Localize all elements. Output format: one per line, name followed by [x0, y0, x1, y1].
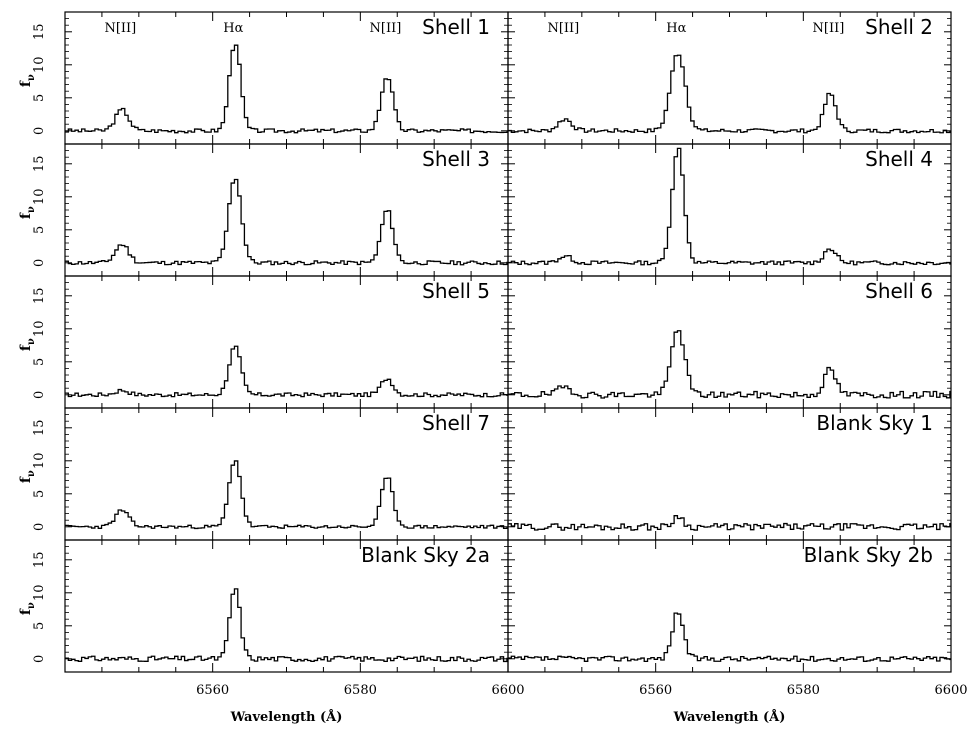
y-axis-label: fν — [18, 206, 37, 219]
y-tick-label: 5 — [32, 622, 47, 630]
y-tick-label: 0 — [32, 259, 47, 267]
x-tick-label: 6600 — [934, 683, 967, 698]
x-tick-label: 6580 — [787, 683, 820, 698]
panel-title: Blank Sky 2a — [361, 543, 490, 567]
y-tick-label: 15 — [32, 156, 47, 173]
spectrum-line — [508, 54, 951, 134]
spectrum-line — [65, 460, 508, 530]
panel-title: Blank Sky 1 — [816, 411, 933, 435]
y-axis-label: fν — [18, 338, 37, 351]
y-tick-label: 0 — [32, 523, 47, 531]
y-axis-label: fν — [18, 470, 37, 483]
spectrum-line — [508, 515, 951, 531]
y-tick-label: 10 — [32, 453, 47, 470]
line-label: N[II] — [813, 21, 845, 36]
x-tick-label: 6600 — [491, 683, 524, 698]
y-tick-label: 10 — [32, 321, 47, 338]
panel-title: Blank Sky 2b — [804, 543, 933, 567]
y-tick-label: 5 — [32, 358, 47, 366]
y-tick-label: 5 — [32, 490, 47, 498]
line-label: N[II] — [104, 21, 136, 36]
panel-title: Shell 7 — [422, 411, 490, 435]
panel-title: Shell 1 — [422, 15, 490, 39]
x-axis-label: Wavelength (Å) — [230, 709, 343, 725]
panel-title: Shell 2 — [865, 15, 933, 39]
y-tick-label: 10 — [32, 189, 47, 206]
panel-title: Shell 4 — [865, 147, 933, 171]
y-axis-label: fν — [18, 74, 37, 87]
y-axis-label: fν — [18, 602, 37, 615]
spectrum-line — [65, 588, 508, 663]
line-label: Hα — [223, 21, 243, 36]
y-tick-label: 10 — [32, 57, 47, 74]
y-tick-label: 10 — [32, 585, 47, 602]
y-tick-label: 5 — [32, 226, 47, 234]
x-tick-label: 6560 — [639, 683, 672, 698]
line-label: Hα — [666, 21, 686, 36]
spectrum-line — [508, 147, 951, 266]
y-tick-label: 0 — [32, 127, 47, 135]
spectrum-line — [65, 178, 508, 266]
spectrum-line — [508, 612, 951, 663]
panel-title: Shell 3 — [422, 147, 490, 171]
x-tick-label: 6560 — [196, 683, 229, 698]
y-tick-label: 15 — [32, 24, 47, 41]
line-label: N[II] — [370, 21, 402, 36]
y-tick-label: 15 — [32, 288, 47, 305]
spectrum-line — [508, 330, 951, 399]
spectrum-line — [65, 345, 508, 398]
spectrum-line — [65, 44, 508, 134]
x-axis-label: Wavelength (Å) — [673, 709, 786, 725]
y-tick-label: 5 — [32, 94, 47, 102]
y-tick-label: 0 — [32, 655, 47, 663]
y-tick-label: 0 — [32, 391, 47, 399]
x-tick-label: 6580 — [344, 683, 377, 698]
panel-title: Shell 6 — [865, 279, 933, 303]
y-tick-label: 15 — [32, 420, 47, 437]
panel-title: Shell 5 — [422, 279, 490, 303]
line-label: N[II] — [547, 21, 579, 36]
y-tick-label: 15 — [32, 552, 47, 569]
